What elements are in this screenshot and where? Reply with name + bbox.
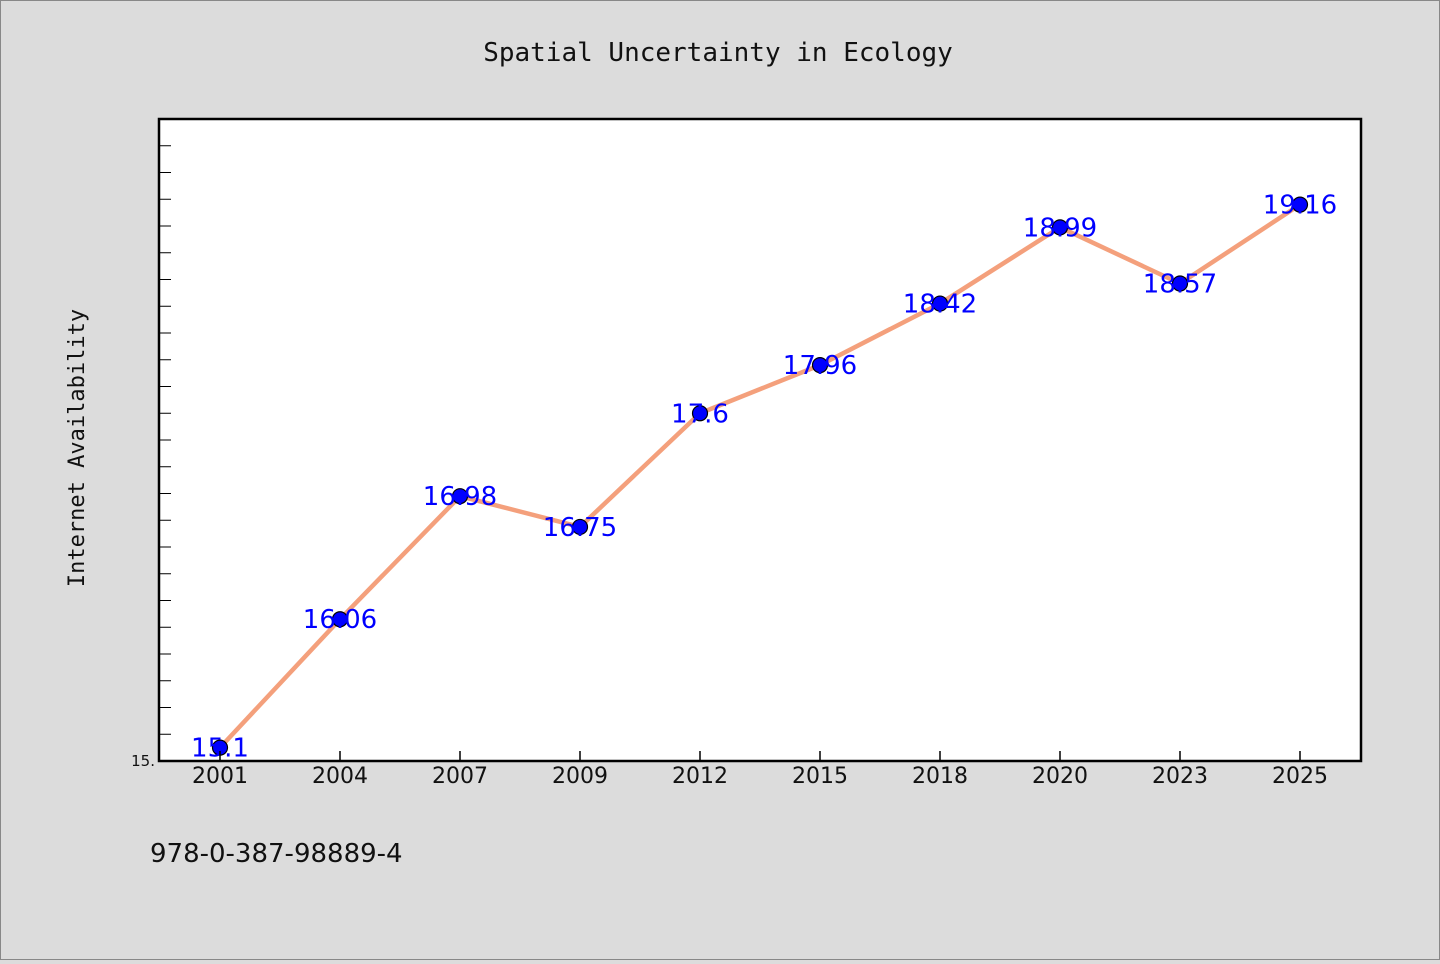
y-axis-label: Internet Availability [65,309,90,587]
data-point-marker [1171,275,1189,292]
data-point-label: 16.06 [303,605,377,635]
series-line [217,202,1303,750]
data-point-label: 17.96 [783,351,857,381]
series-markers [211,196,1309,756]
data-point-label: 18.99 [1023,213,1097,243]
x-tick-label: 2025 [1272,764,1328,789]
x-tick-label: 2007 [432,764,488,789]
data-point-marker [811,357,829,374]
data-point-label: 17.6 [671,399,729,429]
data-point-marker [1051,219,1069,236]
x-tick-label: 2020 [1032,764,1088,789]
plot-area [159,119,1361,761]
y-minor-ticks [159,145,171,735]
x-tick-label: 2015 [792,764,848,789]
data-point-label: 16.98 [423,482,497,512]
data-labels: 15.116.0616.9816.7517.617.9618.4218.9918… [191,191,1337,764]
data-point-marker [931,295,949,312]
data-point-label: 16.75 [543,513,617,543]
data-point-marker [571,518,589,536]
series-line-group [217,202,1303,750]
x-tick-label: 2012 [672,764,728,789]
x-tick-label: 2009 [552,764,608,789]
data-point-marker [691,405,709,422]
plot-border [157,117,1363,763]
data-point-marker [451,488,469,505]
x-tick-label: 2018 [912,764,968,789]
y-tick-label: 15. [131,752,155,770]
data-point-label: 18.57 [1143,270,1217,300]
x-axis-ticks: 2001 2004 2007 2009 2012 2015 2018 2020 2023 2025 [192,751,1328,789]
data-point-label: 18.42 [903,290,977,320]
data-point-marker [1291,196,1309,213]
footnote-isbn: 978-0-387-98889-4 [150,839,403,869]
y-axis-ticks: 15. [131,752,155,770]
data-point-marker [331,611,349,628]
chart-title: Spatial Uncertainty in Ecology [483,38,953,68]
x-tick-label: 2001 [192,764,248,789]
x-tick-label: 2023 [1152,764,1208,789]
x-tick-label: 2004 [312,764,368,789]
data-point-label: 19.16 [1263,191,1337,221]
